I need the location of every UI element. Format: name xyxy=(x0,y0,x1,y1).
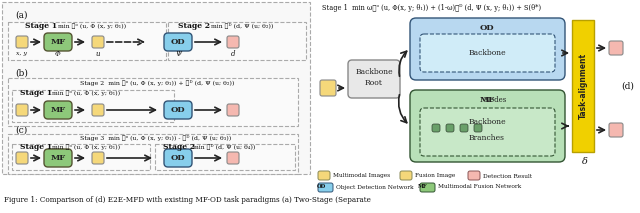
FancyBboxPatch shape xyxy=(16,152,28,164)
FancyBboxPatch shape xyxy=(609,123,623,137)
FancyBboxPatch shape xyxy=(92,152,104,164)
Text: Stage 1: Stage 1 xyxy=(25,22,57,30)
Text: Stage 2  min ℒᵒ (u, Φ (x, y; θ₁)) + ℒᴰ (d, Ψ (u; θ₂)): Stage 2 min ℒᵒ (u, Φ (x, y; θ₁)) + ℒᴰ (d… xyxy=(80,80,234,86)
Text: MF: MF xyxy=(479,96,495,104)
Text: Nodes: Nodes xyxy=(468,96,506,104)
Text: Task-alignment: Task-alignment xyxy=(579,53,588,119)
Text: Fusion Image: Fusion Image xyxy=(415,174,455,178)
FancyBboxPatch shape xyxy=(227,104,239,116)
Text: Detection Result: Detection Result xyxy=(483,174,532,178)
FancyBboxPatch shape xyxy=(400,171,412,180)
Text: Stage 1: Stage 1 xyxy=(20,89,52,97)
Text: u: u xyxy=(96,50,100,58)
Text: MF: MF xyxy=(51,154,65,162)
Text: Stage 1: Stage 1 xyxy=(20,143,52,151)
FancyBboxPatch shape xyxy=(164,33,192,51)
Text: Backbone: Backbone xyxy=(355,68,393,76)
FancyBboxPatch shape xyxy=(468,171,480,180)
Text: Stage 2: Stage 2 xyxy=(178,22,210,30)
Text: d: d xyxy=(231,50,236,58)
FancyBboxPatch shape xyxy=(92,104,104,116)
Text: MF: MF xyxy=(418,184,428,190)
Text: Stage 2: Stage 2 xyxy=(163,143,195,151)
Text: Root: Root xyxy=(365,79,383,87)
Text: OD: OD xyxy=(171,154,186,162)
Text: OD: OD xyxy=(316,184,326,190)
FancyBboxPatch shape xyxy=(2,2,310,174)
FancyBboxPatch shape xyxy=(460,124,468,132)
FancyBboxPatch shape xyxy=(318,183,333,192)
Text: Backbone: Backbone xyxy=(468,118,506,126)
FancyBboxPatch shape xyxy=(572,20,594,152)
FancyBboxPatch shape xyxy=(155,144,295,170)
FancyBboxPatch shape xyxy=(410,90,565,162)
FancyBboxPatch shape xyxy=(44,101,72,119)
FancyBboxPatch shape xyxy=(474,124,482,132)
Text: Ψ: Ψ xyxy=(175,50,181,58)
Text: (b): (b) xyxy=(15,69,28,78)
FancyBboxPatch shape xyxy=(8,22,166,60)
FancyBboxPatch shape xyxy=(432,124,440,132)
Text: Φ: Φ xyxy=(55,50,61,58)
Text: OD: OD xyxy=(171,106,186,114)
FancyBboxPatch shape xyxy=(318,171,330,180)
Text: min ℒᴰ (d, Ψ (u; θ₂)): min ℒᴰ (d, Ψ (u; θ₂)) xyxy=(211,23,273,29)
FancyBboxPatch shape xyxy=(410,18,565,80)
Text: (d): (d) xyxy=(621,82,634,91)
FancyBboxPatch shape xyxy=(609,41,623,55)
FancyBboxPatch shape xyxy=(320,80,336,96)
FancyBboxPatch shape xyxy=(16,36,28,48)
FancyBboxPatch shape xyxy=(44,33,72,51)
FancyBboxPatch shape xyxy=(446,124,454,132)
Text: Branches: Branches xyxy=(469,134,505,142)
Text: min ℒᵒ (u, Φ (x, y; θ₁)): min ℒᵒ (u, Φ (x, y; θ₁)) xyxy=(52,144,120,150)
Text: min ℒᴰ (d, Ψ (u; θ₄)): min ℒᴰ (d, Ψ (u; θ₄)) xyxy=(193,144,255,150)
Text: Figure 1: Comparison of (d) E2E-MFD with existing MF-OD task paradigms (a) Two-S: Figure 1: Comparison of (d) E2E-MFD with… xyxy=(4,196,371,204)
FancyBboxPatch shape xyxy=(12,90,174,122)
FancyBboxPatch shape xyxy=(164,101,192,119)
Text: MF: MF xyxy=(51,38,65,46)
Text: Backbone: Backbone xyxy=(468,49,506,57)
Text: Stage 3  min ℒᵒ (u, Φ (x, y; θ₁)) - ℒᴰ (d, Ψ (u; θ₃)): Stage 3 min ℒᵒ (u, Φ (x, y; θ₁)) - ℒᴰ (d… xyxy=(80,135,231,141)
FancyBboxPatch shape xyxy=(348,60,400,98)
Text: δ: δ xyxy=(582,157,588,167)
FancyBboxPatch shape xyxy=(168,22,306,60)
FancyBboxPatch shape xyxy=(420,183,435,192)
Text: (c): (c) xyxy=(15,125,28,134)
FancyBboxPatch shape xyxy=(44,149,72,167)
FancyBboxPatch shape xyxy=(227,36,239,48)
Text: Multimodal Fusion Network: Multimodal Fusion Network xyxy=(438,184,521,190)
Text: Stage 1  min ωℒᵒ (u, Φ(x, y; θ₁)) + (1-ω)ℒᴰ (d, Ψ (x, y; θ₁)) + S(θ*): Stage 1 min ωℒᵒ (u, Φ(x, y; θ₁)) + (1-ω)… xyxy=(322,4,541,12)
FancyBboxPatch shape xyxy=(16,104,28,116)
FancyBboxPatch shape xyxy=(420,108,555,156)
Text: OD: OD xyxy=(480,24,494,32)
Text: (a): (a) xyxy=(15,10,28,20)
Text: OD: OD xyxy=(171,38,186,46)
FancyBboxPatch shape xyxy=(12,144,150,170)
FancyBboxPatch shape xyxy=(420,34,555,72)
FancyBboxPatch shape xyxy=(164,149,192,167)
Text: MF: MF xyxy=(51,106,65,114)
FancyBboxPatch shape xyxy=(8,134,298,174)
FancyBboxPatch shape xyxy=(8,78,298,126)
Text: min ℒᵒ (u, Φ (x, y; θ₁)): min ℒᵒ (u, Φ (x, y; θ₁)) xyxy=(58,23,126,29)
Text: x, y: x, y xyxy=(17,52,28,56)
Text: min ℒᵒ (u, Φ (x, y; θ₁)): min ℒᵒ (u, Φ (x, y; θ₁)) xyxy=(52,90,120,96)
Text: Object Detection Network: Object Detection Network xyxy=(336,184,413,190)
Text: Multimodal Images: Multimodal Images xyxy=(333,174,390,178)
FancyBboxPatch shape xyxy=(92,36,104,48)
FancyBboxPatch shape xyxy=(227,152,239,164)
